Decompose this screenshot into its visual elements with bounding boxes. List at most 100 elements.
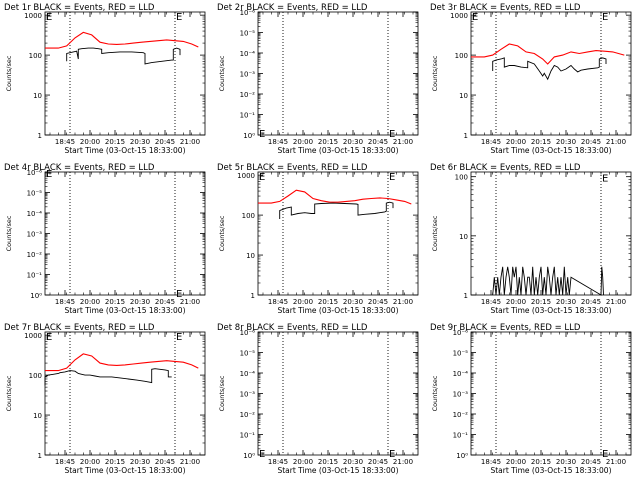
- x-tick-label: 20:00: [506, 298, 526, 306]
- x-tick-label: 20:30: [130, 138, 150, 146]
- chart-title: Det 5r BLACK = Events, RED = LLD: [217, 163, 368, 173]
- events-series-line: [492, 266, 604, 296]
- y-tick-label: 1: [38, 132, 42, 140]
- e-marker: E: [46, 332, 52, 343]
- y-axis-label: Counts/sec: [5, 215, 13, 251]
- y-tick-label: 1000: [24, 12, 42, 20]
- y-tick-label: 10⁻²: [27, 251, 43, 259]
- plot-frame: [257, 331, 419, 456]
- y-tick-label: 10⁻⁴: [240, 50, 256, 58]
- x-tick-label: 20:45: [581, 138, 601, 146]
- x-tick-label: 20:00: [293, 298, 313, 306]
- panel-det-9: Det 9r BLACK = Events, RED = LLD Counts/s…: [430, 323, 632, 475]
- x-tick-label: 18:45: [268, 458, 288, 466]
- y-tick-label: 10⁻⁴: [240, 370, 256, 378]
- x-axis-label: Start Time (03-Oct-15 18:33:00): [64, 146, 185, 155]
- y-tick-label: 1: [38, 452, 42, 460]
- y-tick-label: 10⁻¹: [240, 432, 256, 440]
- y-tick-label: 1000: [450, 12, 468, 20]
- y-tick-label: 10⁻⁶: [453, 329, 469, 337]
- x-tick-label: 20:45: [368, 298, 388, 306]
- e-marker: E: [472, 12, 478, 23]
- x-tick-label: 20:00: [293, 138, 313, 146]
- x-tick-label: 18:45: [481, 138, 501, 146]
- y-tick-label: 10: [459, 233, 468, 241]
- y-tick-label: 10⁻²: [240, 91, 256, 99]
- y-axis-label: Counts/sec: [431, 215, 439, 251]
- panel-det-1: Det 1r BLACK = Events, RED = LLD Counts/s…: [4, 3, 206, 155]
- x-tick-label: 20:45: [368, 138, 388, 146]
- y-axis-label: Counts/sec: [5, 375, 13, 411]
- y-axis-label: Counts/sec: [218, 375, 226, 411]
- x-tick-label: 20:45: [155, 458, 175, 466]
- x-tick-label: 21:00: [393, 298, 413, 306]
- x-tick-label: 20:00: [506, 138, 526, 146]
- y-tick-label: 10: [246, 252, 255, 260]
- y-tick-label: 10⁻⁵: [240, 30, 256, 38]
- y-tick-label: 10⁻⁶: [27, 169, 43, 177]
- x-axis-label: Start Time (03-Oct-15 18:33:00): [490, 306, 611, 315]
- x-axis-label: Start Time (03-Oct-15 18:33:00): [277, 466, 398, 475]
- e-marker: E: [259, 449, 265, 460]
- chart-title: Det 4r BLACK = Events, RED = LLD: [4, 163, 155, 173]
- x-tick-label: 20:30: [343, 138, 363, 146]
- e-marker: E: [602, 449, 608, 460]
- y-tick-label: 10⁻⁵: [453, 350, 469, 358]
- x-axis-label: Start Time (03-Oct-15 18:33:00): [277, 146, 398, 155]
- y-tick-label: 10⁻⁵: [240, 350, 256, 358]
- y-tick-label: 10⁰: [456, 452, 468, 460]
- x-tick-label: 18:45: [55, 298, 75, 306]
- x-tick-label: 20:30: [556, 458, 576, 466]
- x-tick-label: 20:00: [506, 458, 526, 466]
- plot-frame: [257, 171, 419, 296]
- y-tick-label: 10⁰: [243, 452, 255, 460]
- x-tick-label: 18:45: [481, 298, 501, 306]
- y-tick-label: 10⁻⁴: [27, 210, 43, 218]
- y-tick-label: 10⁻¹: [27, 272, 43, 280]
- x-tick-label: 20:15: [531, 458, 551, 466]
- x-tick-label: 20:15: [318, 458, 338, 466]
- y-tick-label: 10⁻¹: [453, 432, 469, 440]
- x-tick-label: 20:15: [318, 138, 338, 146]
- panel-det-8: Det 8r BLACK = Events, RED = LLD Counts/s…: [217, 323, 419, 475]
- x-tick-label: 20:00: [293, 458, 313, 466]
- plot-frame: [44, 171, 206, 296]
- plot-frame: [44, 331, 206, 456]
- y-tick-label: 10⁰: [30, 292, 42, 300]
- lld-series-line: [258, 189, 412, 205]
- x-tick-label: 20:15: [531, 138, 551, 146]
- x-tick-label: 20:45: [368, 458, 388, 466]
- y-tick-label: 1: [251, 292, 255, 300]
- y-axis-label: Counts/sec: [218, 55, 226, 91]
- chart-title: Det 2r BLACK = Events, RED = LLD: [217, 3, 368, 13]
- x-tick-label: 20:30: [130, 458, 150, 466]
- y-tick-label: 10⁻³: [240, 391, 256, 399]
- events-series-line: [66, 47, 181, 65]
- plot-frame: [470, 11, 632, 136]
- x-tick-label: 20:00: [80, 458, 100, 466]
- chart-title: Det 7r BLACK = Events, RED = LLD: [4, 323, 155, 333]
- x-tick-label: 21:00: [606, 458, 626, 466]
- panel-det-3: Det 3r BLACK = Events, RED = LLD Counts/s…: [430, 3, 632, 155]
- e-marker: E: [176, 12, 182, 23]
- x-tick-label: 20:30: [556, 138, 576, 146]
- y-tick-label: 1000: [237, 172, 255, 180]
- panel-det-6: Det 6r BLACK = Events, RED = LLD Counts/s…: [430, 163, 632, 315]
- e-marker: E: [46, 169, 52, 180]
- y-tick-label: 10: [33, 92, 42, 100]
- y-tick-label: 100: [242, 212, 255, 220]
- panel-det-4: Det 4r BLACK = Events, RED = LLD Counts/s…: [4, 163, 206, 315]
- y-tick-label: 10: [33, 412, 42, 420]
- e-marker: E: [176, 289, 182, 300]
- x-tick-label: 18:45: [481, 458, 501, 466]
- x-tick-label: 20:15: [105, 298, 125, 306]
- x-tick-label: 21:00: [180, 138, 200, 146]
- x-tick-label: 21:00: [393, 458, 413, 466]
- y-tick-label: 10⁻³: [453, 391, 469, 399]
- x-tick-label: 18:45: [268, 138, 288, 146]
- x-tick-label: 20:30: [343, 298, 363, 306]
- e-marker: E: [46, 12, 52, 23]
- lld-series-line: [45, 353, 199, 372]
- chart-title: Det 8r BLACK = Events, RED = LLD: [217, 323, 368, 333]
